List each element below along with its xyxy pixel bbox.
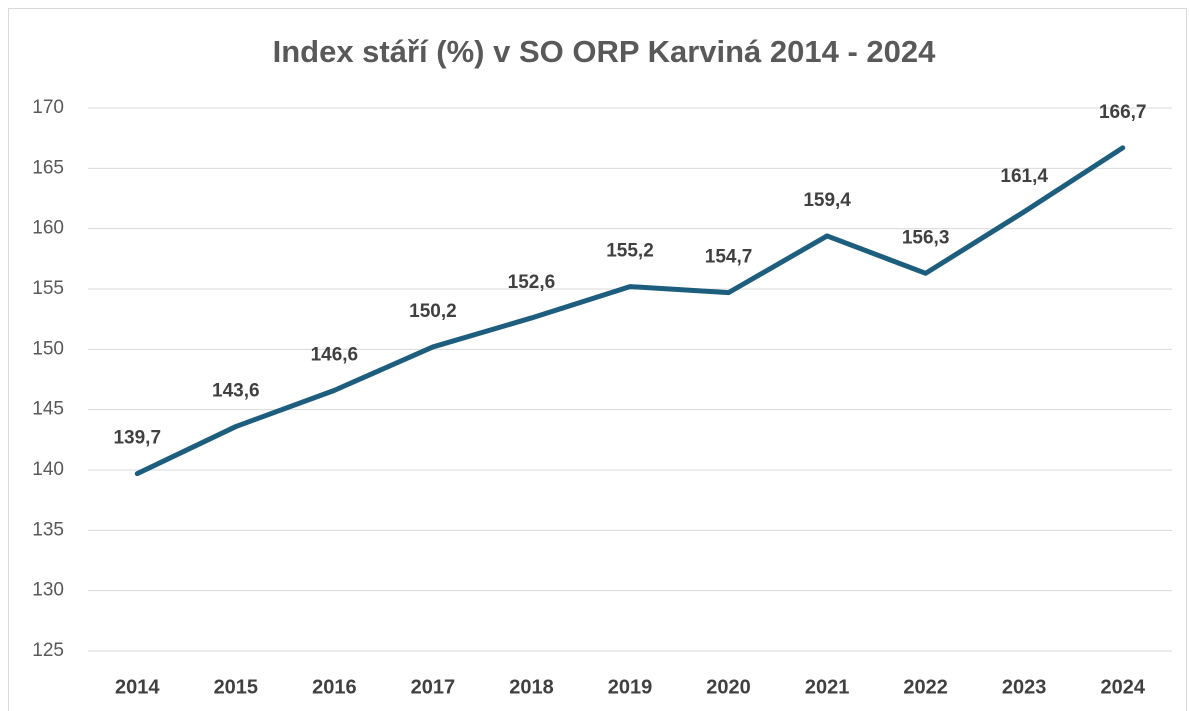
- chart-title: Index stáří (%) v SO ORP Karviná 2014 - …: [273, 34, 937, 69]
- y-tick-label: 135: [32, 519, 64, 540]
- x-tick-label: 2024: [1100, 676, 1145, 698]
- data-label: 154,7: [705, 247, 753, 268]
- x-tick-label: 2022: [903, 676, 948, 698]
- x-tick-label: 2017: [411, 676, 456, 698]
- x-tick-label: 2023: [1002, 676, 1047, 698]
- data-label: 152,6: [508, 272, 556, 293]
- data-label: 161,4: [1000, 166, 1048, 187]
- x-tick-label: 2019: [608, 676, 653, 698]
- y-tick-label: 140: [32, 459, 64, 480]
- line: [134, 145, 1126, 477]
- data-label: 139,7: [113, 428, 161, 449]
- y-tick-label: 170: [32, 97, 64, 118]
- chart-border: [8, 8, 1187, 711]
- y-tick-label: 125: [32, 640, 64, 661]
- x-tick-label: 2020: [706, 676, 751, 698]
- y-tick-label: 165: [32, 157, 64, 178]
- x-tick-label: 2014: [115, 676, 160, 698]
- y-tick-label: 155: [32, 278, 64, 299]
- y-tick-label: 160: [32, 218, 64, 239]
- data-label: 146,6: [311, 344, 359, 365]
- y-tick-label: 145: [32, 399, 64, 420]
- data-label: 143,6: [212, 381, 260, 402]
- y-tick-label: 150: [32, 338, 64, 359]
- data-label: 156,3: [902, 227, 950, 248]
- x-tick-label: 2016: [312, 676, 357, 698]
- data-label: 150,2: [409, 301, 457, 322]
- x-tick-label: 2015: [214, 676, 259, 698]
- x-tick-label: 2021: [805, 676, 850, 698]
- data-label: 159,4: [803, 190, 851, 211]
- data-label: 155,2: [606, 241, 654, 262]
- data-label: 166,7: [1099, 102, 1147, 123]
- y-tick-label: 130: [32, 580, 64, 601]
- x-tick-label: 2018: [509, 676, 554, 698]
